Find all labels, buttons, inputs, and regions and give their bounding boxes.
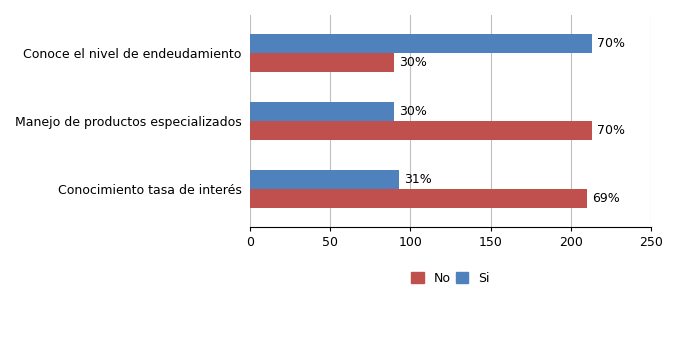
Bar xyxy=(250,53,395,72)
Text: 69%: 69% xyxy=(592,192,620,205)
Bar xyxy=(250,189,587,208)
Text: 31%: 31% xyxy=(404,173,432,186)
Text: 30%: 30% xyxy=(399,56,427,69)
Text: 70%: 70% xyxy=(597,124,624,137)
Bar xyxy=(250,170,399,189)
Bar xyxy=(250,102,395,121)
Bar xyxy=(250,121,592,140)
Text: 30%: 30% xyxy=(399,105,427,118)
Bar xyxy=(250,34,592,53)
Legend: No, Si: No, Si xyxy=(407,268,494,289)
Text: 70%: 70% xyxy=(597,37,624,50)
